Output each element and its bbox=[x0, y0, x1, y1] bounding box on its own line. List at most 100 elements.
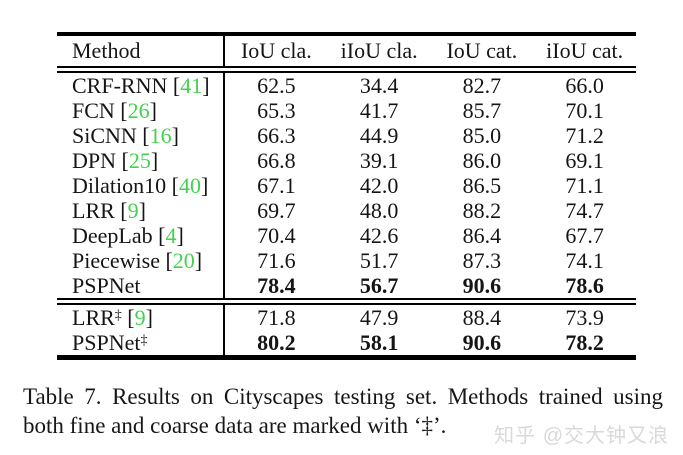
table-top-rule bbox=[57, 32, 636, 36]
table-row: LRR ‡ [9] 71.8 47.9 88.4 73.9 bbox=[57, 305, 636, 330]
method-name: PSPNet bbox=[72, 329, 141, 355]
metric-value: 73.9 bbox=[565, 304, 604, 330]
method-name: DeepLab bbox=[72, 222, 153, 248]
method-name: LRR bbox=[72, 197, 115, 223]
metric-value: 41.7 bbox=[359, 97, 399, 123]
metric-value: 70.1 bbox=[565, 97, 604, 123]
metric-value: 88.4 bbox=[462, 304, 502, 330]
metric-value: 44.9 bbox=[359, 122, 399, 148]
table-row: DPN [25] 66.8 39.1 86.0 69.1 bbox=[57, 148, 636, 173]
method-cell: LRR ‡ [9] bbox=[57, 305, 225, 330]
table-row: Piecewise [20] 71.6 51.7 87.3 74.1 bbox=[57, 248, 636, 273]
citation-ref: [26] bbox=[114, 97, 157, 123]
method-cell: DPN [25] bbox=[57, 148, 225, 173]
table-row: Dilation10 [40] 67.1 42.0 86.5 71.1 bbox=[57, 173, 636, 198]
citation-ref: [9] bbox=[114, 197, 146, 223]
table-body-fine-only: CRF-RNN [41] 62.5 34.4 82.7 66.0 FCN [26] 65.3… bbox=[57, 73, 636, 298]
method-cell: SiCNN [16] bbox=[57, 123, 225, 148]
metric-value: 67.7 bbox=[565, 222, 604, 248]
table-row: LRR [9] 69.7 48.0 88.2 74.7 bbox=[57, 198, 636, 223]
column-header-iiou-cla: iIoU cla. bbox=[340, 38, 418, 63]
metric-value: 66.0 bbox=[565, 72, 604, 98]
caption-line-2: both fine and coarse data are marked wit… bbox=[23, 413, 447, 438]
column-header-iiou-cat: iIoU cat. bbox=[546, 38, 624, 63]
citation-ref: [40] bbox=[166, 172, 209, 198]
citation-number: 9 bbox=[134, 304, 146, 330]
metric-value: 86.5 bbox=[462, 172, 502, 198]
metric-value: 71.1 bbox=[565, 172, 604, 198]
metric-value: 74.7 bbox=[565, 197, 604, 223]
metric-value: 66.8 bbox=[257, 147, 296, 173]
citation-number: 20 bbox=[172, 247, 195, 273]
metric-value: 47.9 bbox=[359, 304, 399, 330]
metric-value: 69.1 bbox=[565, 147, 604, 173]
metric-value: 78.4 bbox=[257, 272, 296, 298]
metric-value: 66.3 bbox=[257, 122, 296, 148]
metric-value: 88.2 bbox=[462, 197, 502, 223]
table-bottom-rule bbox=[57, 355, 636, 360]
metric-value: 67.1 bbox=[257, 172, 296, 198]
method-cell: FCN [26] bbox=[57, 98, 225, 123]
table-row: CRF-RNN [41] 62.5 34.4 82.7 66.0 bbox=[57, 73, 636, 98]
caption-line-1: Table 7. Results on Cityscapes testing s… bbox=[23, 384, 663, 409]
metric-value: 65.3 bbox=[257, 97, 296, 123]
method-name: LRR bbox=[72, 304, 115, 330]
table-body-fine-and-coarse: LRR ‡ [9] 71.8 47.9 88.4 73.9 PSPNet ‡ 80.2 58.1 9… bbox=[57, 305, 636, 355]
table-row: PSPNet ‡ 80.2 58.1 90.6 78.2 bbox=[57, 330, 636, 355]
metric-value: 86.4 bbox=[462, 222, 502, 248]
method-cell: LRR [9] bbox=[57, 198, 225, 223]
citation-ref: [4] bbox=[152, 222, 184, 248]
column-header-method: Method bbox=[57, 36, 225, 66]
results-table: Method IoU cla. iIoU cla. IoU cat. iIoU … bbox=[57, 32, 636, 360]
method-cell: CRF-RNN [41] bbox=[57, 73, 225, 98]
table-row: SiCNN [16] 66.3 44.9 85.0 71.2 bbox=[57, 123, 636, 148]
method-name: Piecewise bbox=[72, 247, 160, 273]
citation-number: 4 bbox=[165, 222, 177, 248]
column-header-iou-cat: IoU cat. bbox=[446, 38, 518, 63]
citation-ref: [41] bbox=[167, 72, 210, 98]
metric-value: 56.7 bbox=[359, 272, 399, 298]
citation-ref: [25] bbox=[116, 147, 159, 173]
method-name: CRF-RNN bbox=[72, 72, 168, 98]
method-cell: Piecewise [20] bbox=[57, 248, 225, 273]
zhihu-watermark: 知乎 @交大钟又浪 bbox=[494, 425, 669, 447]
metric-value: 85.0 bbox=[462, 122, 502, 148]
citation-number: 9 bbox=[127, 197, 139, 223]
metric-value: 69.7 bbox=[257, 197, 296, 223]
citation-number: 25 bbox=[128, 147, 151, 173]
method-cell: DeepLab [4] bbox=[57, 223, 225, 248]
metric-value: 34.4 bbox=[359, 72, 399, 98]
metric-value: 80.2 bbox=[257, 329, 296, 355]
metric-value: 42.0 bbox=[359, 172, 399, 198]
column-header-iou-cla: IoU cla. bbox=[240, 38, 312, 63]
header-separator-rule bbox=[57, 66, 636, 73]
table-caption: Table 7. Results on Cityscapes testing s… bbox=[23, 382, 663, 440]
method-cell: PSPNet bbox=[57, 273, 225, 298]
metric-value: 71.2 bbox=[565, 122, 604, 148]
metric-value: 78.6 bbox=[565, 272, 604, 298]
table-row: PSPNet 78.4 56.7 90.6 78.6 bbox=[57, 273, 636, 298]
metric-value: 48.0 bbox=[359, 197, 399, 223]
citation-number: 40 bbox=[178, 172, 201, 198]
method-cell: Dilation10 [40] bbox=[57, 173, 225, 198]
method-name: Dilation10 bbox=[72, 172, 167, 198]
method-name: SiCNN bbox=[72, 122, 137, 148]
method-name: PSPNet bbox=[72, 272, 141, 298]
metric-value: 90.6 bbox=[462, 329, 502, 355]
metric-value: 71.8 bbox=[257, 304, 296, 330]
metric-value: 39.1 bbox=[359, 147, 399, 173]
metric-value: 71.6 bbox=[257, 247, 296, 273]
method-name: DPN bbox=[72, 147, 117, 173]
table-row: DeepLab [4] 70.4 42.6 86.4 67.7 bbox=[57, 223, 636, 248]
citation-ref: [9] bbox=[121, 304, 153, 330]
metric-value: 82.7 bbox=[462, 72, 502, 98]
metric-value: 51.7 bbox=[359, 247, 399, 273]
metric-value: 87.3 bbox=[462, 247, 502, 273]
section-separator-rule bbox=[57, 298, 636, 305]
table-row: FCN [26] 65.3 41.7 85.7 70.1 bbox=[57, 98, 636, 123]
metric-value: 86.0 bbox=[462, 147, 502, 173]
table-header-row: Method IoU cla. iIoU cla. IoU cat. iIoU … bbox=[57, 36, 636, 66]
citation-number: 41 bbox=[180, 72, 203, 98]
citation-number: 16 bbox=[149, 122, 172, 148]
metric-value: 90.6 bbox=[462, 272, 502, 298]
